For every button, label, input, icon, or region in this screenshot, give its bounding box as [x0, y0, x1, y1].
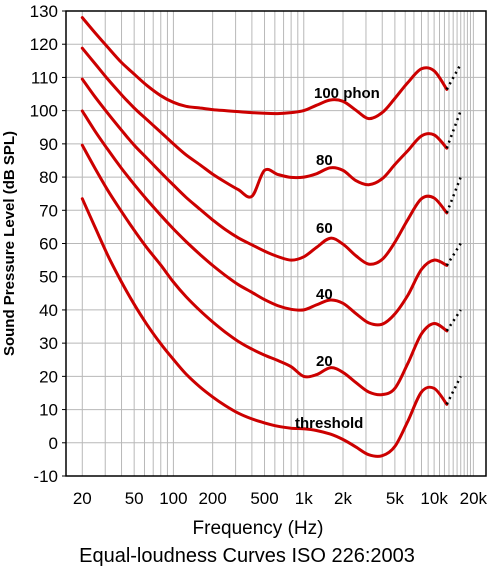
series-extrapolation-3	[445, 176, 462, 214]
x-tick-label: 20	[73, 489, 92, 508]
y-tick-label: 50	[39, 268, 58, 287]
y-tick-label: 60	[39, 235, 58, 254]
series-label: 20	[316, 353, 333, 370]
y-tick-label: 130	[30, 2, 58, 21]
series-line-5	[80, 16, 449, 121]
x-tick-label: 2k	[334, 489, 352, 508]
series-extrapolation-1	[445, 309, 462, 332]
x-tick-label: 1k	[295, 489, 313, 508]
series-label: threshold	[295, 415, 363, 432]
x-tick-label: 500	[250, 489, 278, 508]
series-line-2	[80, 109, 449, 327]
series-label: 80	[316, 152, 333, 169]
x-axis-label: Frequency (Hz)	[193, 518, 324, 539]
series-lines	[80, 16, 462, 458]
series-line-4	[80, 46, 449, 199]
grid	[66, 10, 486, 477]
x-tick-label: 200	[198, 489, 226, 508]
series-label: 40	[316, 286, 333, 303]
series-label: 100 phon	[314, 85, 380, 102]
x-tick-label: 10k	[420, 489, 448, 508]
series-extrapolation-4	[445, 110, 462, 149]
chart-title: Equal-loudness Curves ISO 226:2003	[79, 545, 415, 567]
series-line-0	[80, 197, 449, 458]
y-tick-label: 30	[39, 334, 58, 353]
x-tick-label: 20k	[460, 489, 488, 508]
series-line-3	[80, 77, 449, 266]
y-tick-label: 70	[39, 201, 58, 220]
series-label: 60	[316, 220, 333, 237]
y-tick-label: 120	[30, 35, 58, 54]
y-tick-label: 0	[49, 434, 58, 453]
x-tick-label: 100	[159, 489, 187, 508]
y-tick-label: 10	[39, 401, 58, 420]
y-tick-label: 40	[39, 301, 58, 320]
y-tick-label: 100	[30, 102, 58, 121]
series-line-1	[80, 143, 449, 397]
y-axis-label: Sound Pressure Level (dB SPL)	[1, 131, 18, 356]
labels: Sound Pressure Level (dB SPL) Frequency (…	[1, 85, 415, 567]
series-extrapolation-5	[445, 63, 462, 90]
y-tick-label: 90	[39, 135, 58, 154]
series-extrapolation-2	[445, 242, 462, 267]
axes: -10 0 10 20 30 40 50 60 70 80 90 100 110 120 130 20 50 10…	[30, 2, 488, 508]
x-tick-label: 5k	[386, 489, 404, 508]
y-tick-label: 20	[39, 367, 58, 386]
x-tick-label: 50	[125, 489, 144, 508]
y-tick-label: 110	[31, 68, 58, 87]
y-tick-label: -10	[33, 467, 58, 486]
y-tick-label: 80	[39, 168, 58, 187]
